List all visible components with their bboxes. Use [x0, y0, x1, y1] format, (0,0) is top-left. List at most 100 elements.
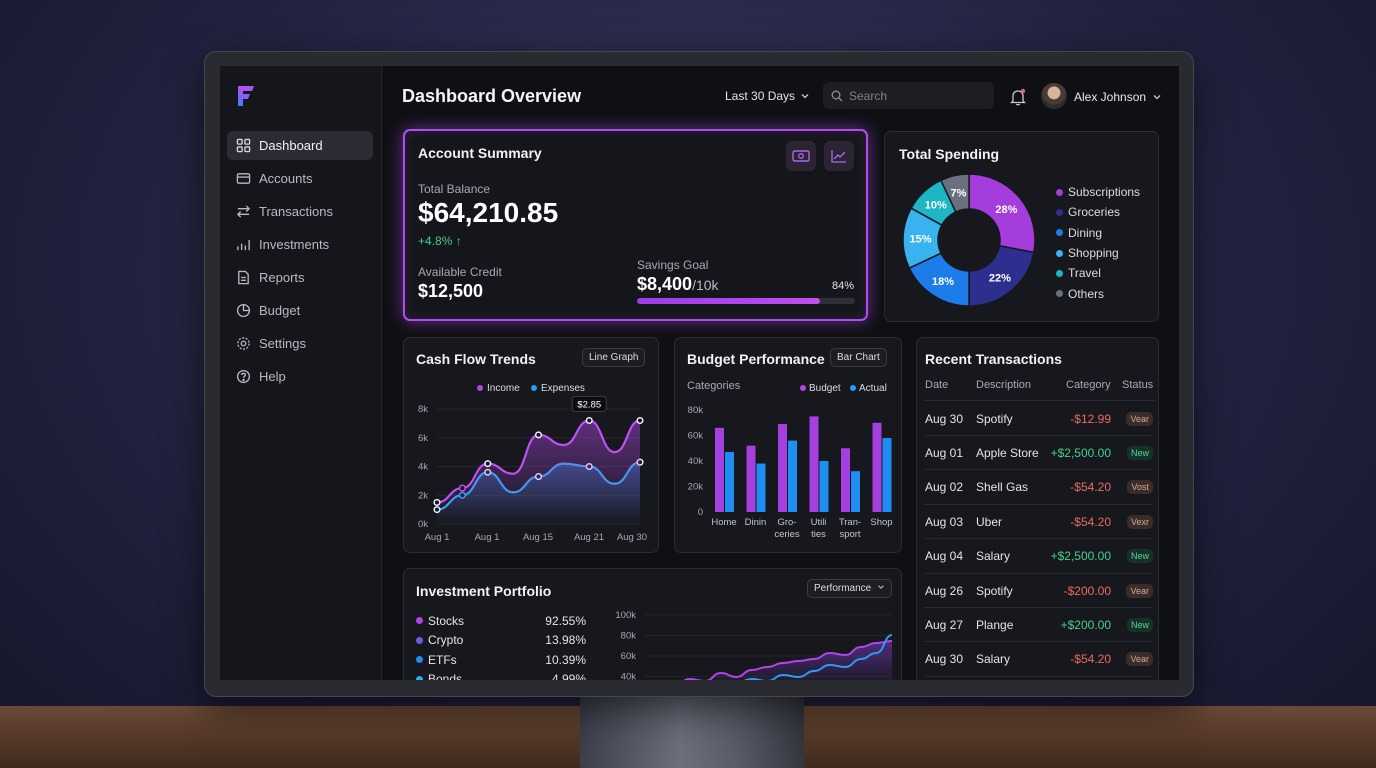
- bar-budget[interactable]: [746, 445, 756, 512]
- cash-button[interactable]: [786, 141, 816, 171]
- portfolio-item-name: Crypto: [428, 633, 464, 648]
- transaction-row[interactable]: Aug 02 Shell Gas -$54.20 Vost: [925, 471, 1153, 505]
- bar-actual[interactable]: [788, 440, 797, 512]
- date-range-dropdown[interactable]: Last 30 Days: [725, 89, 810, 103]
- income-point[interactable]: [585, 416, 593, 425]
- transaction-description: Salary: [976, 549, 1011, 564]
- donut-slice-label: 22%: [989, 272, 1011, 284]
- bar-actual[interactable]: [756, 463, 766, 512]
- card-title: Recent Transactions: [925, 351, 1062, 367]
- bar-budget[interactable]: [809, 416, 819, 512]
- investment-portfolio-card: Investment Portfolio Performance Stocks 9…: [403, 568, 902, 680]
- income-point[interactable]: [534, 431, 543, 439]
- total-spending-card: Total Spending 28% 22% 18% 15% 10% 7% Subscri…: [884, 131, 1159, 322]
- sidebar-item-reports[interactable]: Reports: [227, 263, 373, 292]
- portfolio-item-crypto[interactable]: Crypto 13.98%: [416, 631, 586, 651]
- arrows-icon: [236, 204, 251, 219]
- legend-label: Dining: [1068, 225, 1103, 240]
- bell-icon[interactable]: [1010, 88, 1026, 106]
- transactions-header: Date Description Category Status: [925, 379, 1155, 401]
- x-tick-label: Aug 1: [425, 532, 450, 543]
- legend-dot: [1056, 208, 1063, 216]
- donut-slice-label: 10%: [925, 200, 947, 212]
- transaction-row[interactable]: Aug 30 Salary -$54.20 Vear: [925, 643, 1153, 677]
- account-summary-card: Account Summary Total Balance $64,210.85…: [403, 129, 868, 321]
- bar-actual[interactable]: [725, 452, 734, 512]
- chevron-down-icon: [801, 94, 809, 99]
- transaction-row[interactable]: Aug 01 Apple Store +$2,500.00 New: [925, 436, 1153, 471]
- sidebar-item-investments[interactable]: Investments: [227, 230, 373, 259]
- legend-dot: [1056, 269, 1063, 277]
- transaction-date: Aug 26: [925, 583, 964, 598]
- x-tick-label: ceries: [774, 529, 800, 540]
- bar-chart-toggle[interactable]: Bar Chart: [830, 348, 887, 367]
- legend-label: Budget: [809, 383, 841, 394]
- income-point[interactable]: [433, 498, 441, 506]
- bar-budget[interactable]: [715, 427, 724, 512]
- donut-slice-subscriptions[interactable]: [968, 173, 1036, 254]
- bar-actual[interactable]: [819, 461, 829, 512]
- budget-performance-card: Budget Performance Bar Chart Categories …: [674, 337, 902, 553]
- balance-change: +4.8% ↑: [418, 234, 462, 248]
- bar-budget[interactable]: [841, 448, 850, 512]
- search-input[interactable]: Search: [823, 82, 994, 109]
- credit-label: Available Credit: [418, 265, 502, 279]
- spending-legend: Subscriptions Groceries Dining Shopping Trav…: [1056, 182, 1140, 304]
- sidebar-item-dashboard[interactable]: Dashboard: [227, 131, 373, 160]
- line-graph-toggle[interactable]: Line Graph: [582, 348, 646, 367]
- income-point[interactable]: [458, 484, 466, 492]
- portfolio-item-etfs[interactable]: ETFs 10.39%: [416, 650, 586, 670]
- savings-target: /10k: [692, 277, 719, 293]
- app-logo[interactable]: [236, 84, 256, 108]
- bar-actual[interactable]: [882, 438, 892, 512]
- card-title: Budget Performance: [687, 351, 825, 367]
- sidebar-item-transactions[interactable]: Transactions: [227, 197, 373, 226]
- crypto-line: [720, 634, 893, 680]
- monitor-stand: [580, 690, 804, 768]
- portfolio-area-chart: 100k 80k 60k 40k: [615, 610, 893, 680]
- legend-dot: [416, 675, 423, 680]
- legend-dot: [1056, 290, 1063, 298]
- legend-dot: [531, 385, 537, 391]
- portfolio-item-bonds[interactable]: Bonds 4.99%: [416, 670, 586, 680]
- sidebar-item-help[interactable]: Help: [227, 362, 373, 391]
- transaction-row[interactable]: Aug 03 Uber -$54.20 Vexr: [925, 505, 1153, 540]
- y-tick-label: 60k: [621, 651, 637, 662]
- user-name: Alex Johnson: [1074, 90, 1147, 104]
- sidebar-item-budget[interactable]: Budget: [227, 296, 373, 325]
- sidebar-nav: Dashboard Accounts Transactions Investme…: [227, 131, 373, 395]
- y-tick-label: 40k: [688, 456, 704, 467]
- bar-budget[interactable]: [872, 422, 882, 512]
- bar-budget[interactable]: [778, 424, 787, 512]
- x-tick-label: sport: [839, 529, 860, 540]
- performance-dropdown[interactable]: Performance: [807, 579, 893, 598]
- sidebar-item-accounts[interactable]: Accounts: [227, 164, 373, 193]
- portfolio-item-stocks[interactable]: Stocks 92.55%: [416, 611, 586, 631]
- credit-value: $12,500: [418, 281, 484, 301]
- user-menu[interactable]: Alex Johnson: [1074, 90, 1162, 104]
- legend-label: Others: [1068, 286, 1105, 301]
- transaction-amount: -$54.20: [1070, 652, 1111, 667]
- income-point[interactable]: [636, 416, 644, 425]
- income-point[interactable]: [484, 460, 492, 468]
- y-tick-label: 6k: [418, 433, 428, 444]
- transaction-row[interactable]: Aug 26 Spotify -$200.00 Vear: [925, 574, 1153, 608]
- transaction-row[interactable]: Aug 04 Salary +$2,500.00 New: [925, 540, 1153, 574]
- transaction-row[interactable]: Aug 30 Spotify -$12.99 Vear: [925, 402, 1153, 436]
- bar-actual[interactable]: [851, 471, 860, 512]
- col-date: Date: [925, 379, 949, 391]
- performance-label: Performance: [814, 583, 872, 594]
- categories-label: Categories: [687, 380, 741, 392]
- transaction-row[interactable]: Aug 27 Plange +$200.00 New: [925, 608, 1153, 643]
- portfolio-item-value: 4.99%: [551, 672, 586, 680]
- dashboard-screen: Dashboard Accounts Transactions Investme…: [220, 66, 1179, 680]
- legend-label: Travel: [1068, 266, 1101, 281]
- transaction-description: Plange: [976, 617, 1014, 632]
- sidebar-item-settings[interactable]: Settings: [227, 329, 373, 358]
- legend-label: Groceries: [1068, 205, 1121, 220]
- legend-label: Actual: [859, 383, 887, 394]
- status-badge: New: [1126, 445, 1153, 460]
- donut-slice-others[interactable]: [939, 173, 970, 213]
- trend-button[interactable]: [824, 141, 854, 171]
- avatar[interactable]: [1041, 83, 1067, 109]
